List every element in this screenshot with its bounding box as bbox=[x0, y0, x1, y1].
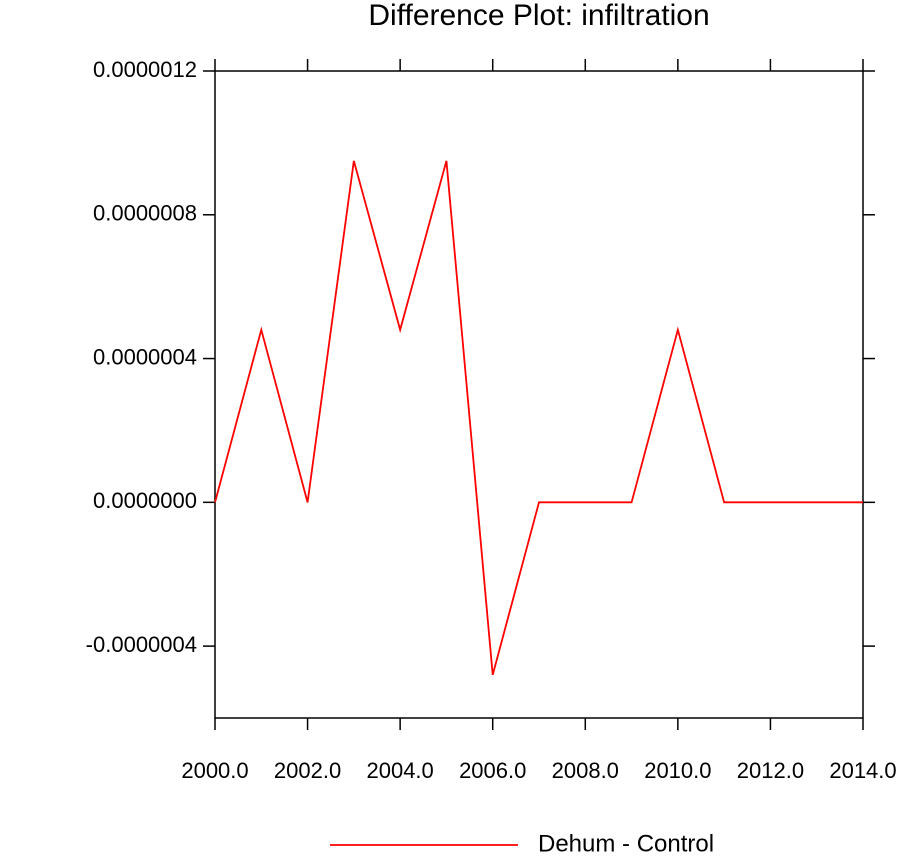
plot-frame bbox=[214, 70, 864, 719]
x-tick-label: 2002.0 bbox=[274, 758, 341, 783]
legend-label: Dehum - Control bbox=[538, 830, 714, 857]
x-tick-label: 2000.0 bbox=[181, 758, 248, 783]
data-line bbox=[214, 160, 863, 676]
y-tick-label: 0.0000008 bbox=[93, 201, 197, 226]
y-tick-label: 0.0000000 bbox=[93, 488, 197, 513]
chart-title: Difference Plot: infiltration bbox=[368, 0, 709, 32]
x-tick-label: 2010.0 bbox=[644, 758, 711, 783]
y-tick-label: 0.0000004 bbox=[93, 344, 197, 369]
x-tick-label: 2014.0 bbox=[829, 758, 896, 783]
x-tick-label: 2006.0 bbox=[459, 758, 526, 783]
y-tick-label: 0.0000012 bbox=[93, 57, 197, 82]
x-tick-label: 2004.0 bbox=[366, 758, 433, 783]
y-tick-label: -0.0000004 bbox=[86, 632, 197, 657]
x-tick-label: 2012.0 bbox=[737, 758, 804, 783]
x-tick-label: 2008.0 bbox=[552, 758, 619, 783]
